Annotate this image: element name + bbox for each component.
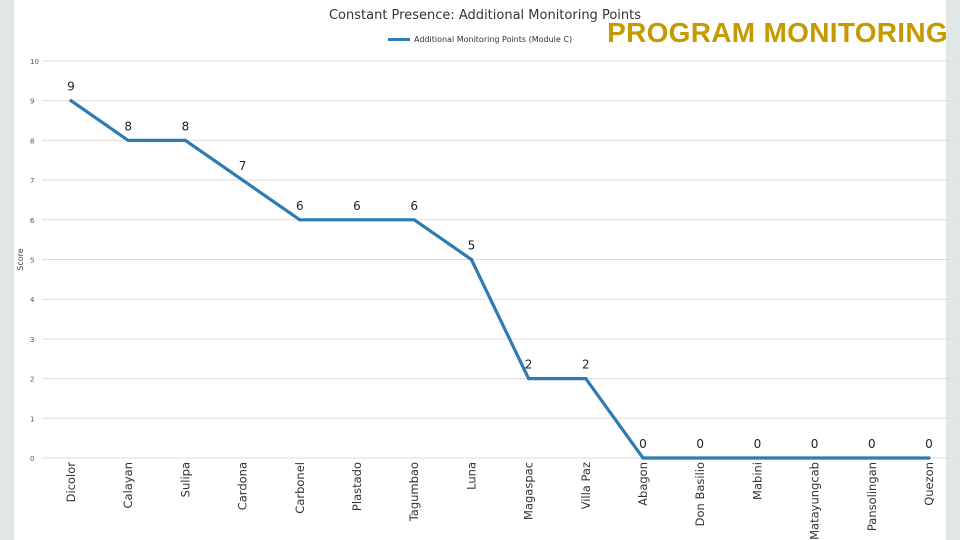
y-tick-label: 7: [30, 177, 34, 185]
x-tick-label: Cardona: [236, 462, 250, 510]
chart-title: Constant Presence: Additional Monitoring…: [328, 8, 641, 23]
x-tick-label: Villa Paz: [579, 462, 593, 509]
data-point: [870, 456, 874, 460]
data-label: 0: [754, 437, 762, 451]
data-point: [469, 257, 473, 262]
series-line: [69, 99, 931, 460]
data-label: 0: [811, 437, 819, 451]
y-tick-label: 0: [30, 455, 34, 463]
right-frame-bar: [946, 0, 960, 540]
data-label: 6: [410, 199, 418, 213]
data-label: 9: [67, 80, 75, 94]
data-label: 0: [925, 437, 933, 451]
data-point: [126, 138, 130, 142]
data-point: [69, 99, 73, 103]
x-tick-label: Matayungcab: [808, 462, 822, 540]
x-tick-label: Tagumbao: [407, 462, 421, 522]
data-label: 2: [582, 358, 590, 372]
legend-label: Additional Monitoring Points (Module C): [414, 35, 573, 44]
data-label: 6: [296, 199, 304, 213]
x-tick-label: Magaspac: [522, 462, 536, 520]
data-point: [298, 218, 302, 222]
y-tick-label: 8: [30, 137, 34, 145]
x-tick-label: Mabini: [750, 462, 764, 500]
y-tick-label: 1: [30, 415, 34, 423]
x-tick-label: Pansolingan: [865, 462, 879, 531]
data-point: [241, 178, 245, 182]
x-tick-label: Calayan: [121, 462, 135, 508]
x-tick-label: Sulipa: [178, 462, 192, 497]
data-label: 0: [696, 437, 704, 451]
x-tick-label: Don Basilio: [693, 462, 707, 526]
data-label: 6: [353, 199, 361, 213]
data-label: 5: [468, 239, 476, 253]
chart-legend: Additional Monitoring Points (Module C): [388, 35, 572, 44]
data-point: [813, 456, 817, 460]
y-tick-label: 5: [30, 257, 34, 265]
y-tick-label: 3: [30, 336, 34, 344]
y-tick-label: 4: [30, 296, 35, 304]
data-point: [527, 377, 531, 381]
x-tick-label: Quezon: [922, 462, 936, 506]
data-label: 7: [239, 159, 247, 173]
data-label: 2: [525, 358, 533, 372]
data-label: 0: [639, 437, 647, 451]
data-point: [584, 377, 588, 381]
legend-line-swatch: [388, 38, 410, 41]
y-tick-label: 9: [30, 98, 34, 106]
data-point: [927, 456, 931, 460]
x-tick-label: Luna: [464, 462, 478, 490]
y-tick-label: 6: [30, 217, 35, 225]
x-tick-label: Abagon: [636, 462, 650, 506]
y-tick-label: 2: [30, 376, 34, 384]
data-point: [698, 456, 702, 460]
left-frame-bar: [0, 0, 14, 540]
x-tick-label: Carbonel: [293, 462, 307, 514]
data-point: [183, 138, 187, 142]
data-label: 0: [868, 437, 876, 451]
data-label: 8: [182, 119, 190, 133]
program-monitoring-heading: PROGRAM MONITORING: [607, 17, 948, 48]
data-label: 8: [124, 119, 132, 133]
y-tick-label: 10: [30, 58, 39, 66]
data-point: [755, 456, 760, 460]
x-tick-label: Dicolor: [64, 462, 78, 503]
data-point: [412, 218, 416, 222]
data-point: [355, 218, 359, 222]
x-tick-label: Plastado: [350, 462, 364, 511]
data-point: [641, 456, 645, 460]
y-axis-title: Score: [16, 248, 25, 270]
